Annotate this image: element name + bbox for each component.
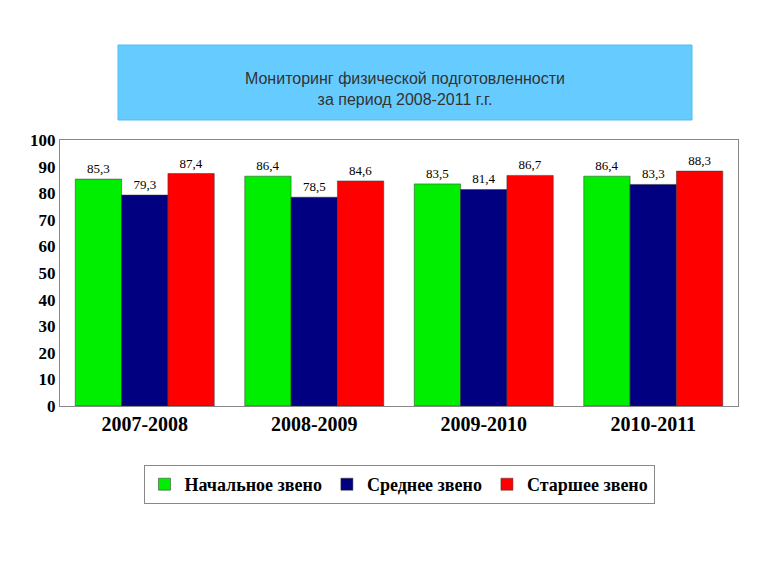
svg-text:78,5: 78,5 (303, 179, 326, 194)
svg-text:2010-2011: 2010-2011 (610, 413, 696, 435)
svg-text:40: 40 (39, 291, 56, 310)
svg-text:85,3: 85,3 (87, 161, 110, 176)
svg-text:81,4: 81,4 (472, 171, 495, 186)
svg-text:Мониторинг физической подготов: Мониторинг физической подготовленностиза… (245, 70, 565, 108)
svg-text:86,4: 86,4 (256, 158, 279, 173)
svg-text:20: 20 (39, 344, 56, 363)
svg-text:83,3: 83,3 (642, 166, 665, 181)
svg-text:10: 10 (39, 370, 56, 389)
svg-text:0: 0 (47, 397, 56, 416)
svg-text:2007-2008: 2007-2008 (101, 413, 188, 435)
svg-text:84,6: 84,6 (349, 163, 372, 178)
svg-text:90: 90 (39, 158, 56, 177)
svg-text:2009-2010: 2009-2010 (440, 413, 527, 435)
svg-text:86,4: 86,4 (595, 158, 618, 173)
svg-text:83,5: 83,5 (426, 166, 449, 181)
svg-text:50: 50 (39, 264, 56, 283)
svg-text:80: 80 (39, 184, 56, 203)
svg-text:79,3: 79,3 (133, 177, 156, 192)
svg-text:Начальное звено: Начальное звено (185, 475, 322, 495)
svg-text:Старшее звено: Старшее звено (527, 475, 648, 495)
svg-text:87,4: 87,4 (179, 156, 202, 171)
svg-text:2008-2009: 2008-2009 (271, 413, 358, 435)
svg-text:88,3: 88,3 (688, 153, 711, 168)
svg-text:Среднее звено: Среднее звено (367, 475, 482, 495)
svg-text:100: 100 (30, 131, 56, 150)
svg-text:70: 70 (39, 211, 56, 230)
svg-text:86,7: 86,7 (518, 157, 541, 172)
svg-text:60: 60 (39, 237, 56, 256)
svg-text:30: 30 (39, 317, 56, 336)
